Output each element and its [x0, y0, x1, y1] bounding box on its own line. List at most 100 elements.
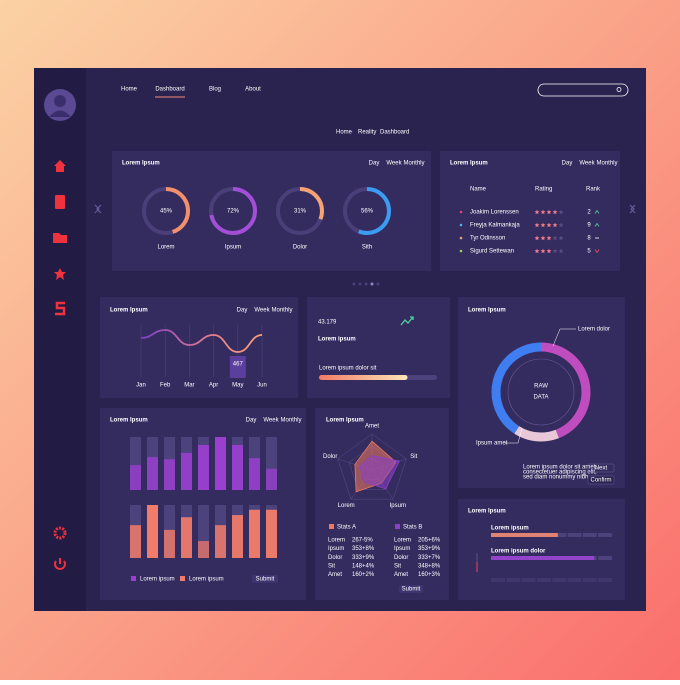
gauge-label: Lorem [157, 245, 174, 251]
star-icon[interactable] [54, 268, 66, 280]
callout: Lorem dolor [578, 327, 610, 333]
segment-track [521, 578, 536, 582]
card [315, 408, 449, 600]
breadcrumb: Home [336, 130, 353, 136]
star [552, 222, 558, 228]
kpi-label: Lorem ipsum [318, 337, 356, 343]
home-icon[interactable] [54, 160, 66, 172]
card [100, 408, 306, 600]
star [552, 235, 558, 241]
table-cell: 148 [352, 563, 363, 569]
radar-axis-label: Ipsum [390, 503, 406, 509]
table-cell: 333 [352, 555, 363, 561]
radar-axis-label: Lorem [338, 503, 355, 509]
avatar-head [54, 95, 66, 107]
search-icon[interactable] [616, 87, 622, 92]
progress-bar [491, 556, 595, 560]
breadcrumb-sep [372, 130, 375, 134]
folder-icon[interactable] [53, 233, 67, 243]
card-title: Lorem Ipsum [450, 161, 488, 167]
sidebar [34, 68, 86, 611]
search-box[interactable] [537, 83, 629, 97]
star [546, 248, 552, 254]
next-arrow[interactable] [629, 204, 635, 214]
card-title: Lorem Ipsum [110, 308, 148, 314]
star [540, 248, 546, 254]
segment-track [582, 578, 597, 582]
button[interactable] [399, 585, 423, 593]
button[interactable] [587, 463, 615, 473]
segment-track [491, 578, 505, 582]
kpi-trend [400, 316, 414, 326]
row-name: Sigurd Settewan [470, 249, 514, 255]
button-label: Submit [256, 577, 275, 583]
description: consectetuer adipiscing elit, [523, 470, 597, 476]
x-label: Jun [257, 383, 267, 389]
table-cell: Ipsum [328, 546, 344, 552]
button[interactable] [252, 575, 278, 583]
settings-icon[interactable] [53, 526, 67, 540]
radar-grid [337, 433, 407, 500]
radar-axis-label: Dolor [323, 454, 337, 460]
progress-bar [491, 533, 558, 537]
row-dot [459, 236, 463, 240]
tab: Week [263, 418, 279, 424]
table-change: +8% [362, 546, 375, 552]
bar [130, 525, 141, 558]
star [540, 222, 546, 228]
nav-link[interactable]: Dashboard [155, 87, 184, 93]
table-cell: Sit [394, 563, 401, 569]
segment-track [567, 578, 582, 582]
power-icon[interactable] [54, 558, 66, 570]
table-cell: Dolor [328, 555, 342, 561]
segment-track [598, 556, 613, 560]
star [534, 235, 540, 241]
table-cell: 353 [352, 546, 363, 552]
tab: Week [254, 308, 270, 314]
table-cell: Ipsum [394, 546, 410, 552]
bar [215, 437, 226, 490]
gauge-arc [142, 187, 190, 235]
row-dot [459, 223, 463, 227]
table-cell: 333 [418, 555, 429, 561]
radar-axis-label: Amet [365, 424, 379, 430]
bar [215, 525, 226, 558]
radar-axis-label: Sit [410, 454, 417, 460]
progress-label: Lorem ipsum dolor [491, 549, 546, 555]
table-cell: Dolor [394, 555, 408, 561]
file-icon[interactable] [55, 195, 65, 209]
bar [249, 509, 260, 558]
nav-link[interactable]: About [245, 87, 261, 93]
bar [232, 515, 243, 558]
x-label: Mar [184, 383, 194, 389]
callout-line [552, 328, 576, 347]
donut-center: DATA [533, 395, 548, 401]
nav-link[interactable]: Home [121, 87, 138, 93]
gauge-label: Sith [362, 245, 372, 251]
star [534, 222, 540, 228]
trend-icon [594, 209, 600, 214]
table-cell: Lorem [328, 538, 345, 544]
button[interactable] [587, 475, 615, 485]
table-change: +7% [428, 555, 441, 561]
card-title: Lorem Ipsum [122, 161, 160, 167]
prev-arrow[interactable] [96, 204, 102, 214]
bar [181, 517, 192, 558]
star [558, 248, 564, 254]
table-cell: 160 [418, 572, 429, 578]
gauge-value: 72% [227, 209, 240, 215]
rating-stars [534, 248, 564, 254]
progress-fill [319, 375, 408, 380]
rating-stars [534, 235, 564, 241]
money-icon[interactable] [55, 301, 66, 316]
tab: Monthly [271, 308, 292, 314]
bar [266, 509, 277, 558]
x-label: Apr [209, 383, 218, 389]
star [558, 209, 564, 215]
nav-link[interactable]: Blog [209, 87, 221, 93]
table-cell: Sit [328, 563, 335, 569]
gauge-label: Dolor [293, 245, 307, 251]
card [458, 499, 625, 600]
button-label: Next [595, 466, 608, 472]
gauge-value: 56% [361, 209, 374, 215]
